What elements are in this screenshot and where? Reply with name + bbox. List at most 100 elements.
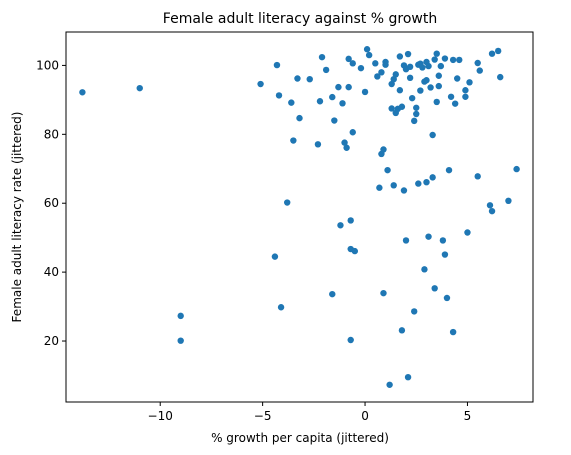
data-point xyxy=(335,83,342,91)
data-point xyxy=(284,199,291,206)
data-point xyxy=(347,336,354,344)
data-point xyxy=(398,103,406,110)
data-point xyxy=(447,93,455,100)
data-point xyxy=(423,77,430,84)
data-point xyxy=(380,289,387,297)
data-point xyxy=(337,222,344,229)
data-point xyxy=(431,285,438,292)
data-point xyxy=(425,62,432,70)
data-point xyxy=(382,61,389,68)
data-point xyxy=(294,75,301,82)
data-point xyxy=(339,100,346,107)
data-point xyxy=(392,71,399,78)
data-point xyxy=(417,87,424,94)
y-tick-label: 20 xyxy=(44,334,59,348)
data-point xyxy=(136,84,143,92)
data-point xyxy=(425,233,432,240)
data-point xyxy=(257,80,264,88)
data-point xyxy=(361,88,369,96)
data-points xyxy=(79,46,520,388)
data-point xyxy=(464,229,471,236)
data-point xyxy=(349,60,356,67)
data-point xyxy=(415,180,422,187)
data-point xyxy=(421,266,428,273)
data-point xyxy=(486,202,494,209)
data-point xyxy=(290,137,297,144)
data-point xyxy=(488,207,496,215)
data-point xyxy=(433,98,440,106)
x-axis-label: % growth per capita (jittered) xyxy=(211,431,389,445)
data-point xyxy=(396,53,404,60)
data-point xyxy=(316,98,324,105)
data-point xyxy=(474,173,481,180)
data-point xyxy=(396,87,404,94)
data-point xyxy=(351,247,358,255)
data-point xyxy=(441,251,449,258)
plot-frame xyxy=(65,31,534,403)
data-point xyxy=(347,217,354,224)
data-point xyxy=(513,165,520,173)
data-point xyxy=(314,141,322,148)
data-point xyxy=(439,237,447,244)
data-point xyxy=(376,184,383,191)
x-tick-label: −10 xyxy=(148,409,173,423)
data-point xyxy=(474,59,481,67)
data-point xyxy=(177,337,184,344)
data-point xyxy=(398,327,406,334)
data-point xyxy=(388,80,395,88)
data-point xyxy=(388,105,395,112)
y-tick-label: 60 xyxy=(44,196,59,210)
data-point xyxy=(433,50,440,57)
data-point xyxy=(456,56,463,64)
data-point xyxy=(413,104,420,111)
data-point xyxy=(345,55,352,63)
data-point xyxy=(411,117,418,125)
chart-title: Female adult literacy against % growth xyxy=(163,11,437,27)
data-point xyxy=(365,51,373,59)
data-point xyxy=(435,82,442,90)
data-point xyxy=(378,69,385,76)
data-point xyxy=(390,76,397,83)
data-point xyxy=(400,187,408,194)
data-point xyxy=(497,73,504,81)
data-point xyxy=(384,166,391,174)
data-point xyxy=(423,179,430,186)
data-point xyxy=(363,46,371,53)
data-point xyxy=(449,56,457,64)
data-point xyxy=(476,67,483,74)
data-point xyxy=(427,84,434,91)
data-point xyxy=(404,50,412,58)
data-point xyxy=(296,114,303,122)
data-point xyxy=(372,60,379,67)
data-point xyxy=(406,74,414,82)
data-point xyxy=(349,129,356,136)
data-point xyxy=(406,63,414,70)
data-point xyxy=(435,72,442,79)
data-point xyxy=(288,99,295,106)
data-point xyxy=(445,166,453,174)
data-point xyxy=(271,253,279,260)
data-point xyxy=(429,174,436,181)
data-point xyxy=(341,139,348,146)
data-point xyxy=(449,328,457,336)
data-point xyxy=(466,79,473,86)
y-axis-label: Female adult literacy rate (jittered) xyxy=(10,112,24,323)
data-point xyxy=(329,290,336,298)
data-point xyxy=(275,92,283,99)
data-point xyxy=(404,374,412,381)
y-axis-ticks: 20 40 60 80 100 xyxy=(36,58,66,348)
x-axis-ticks: −10 −5 0 5 xyxy=(148,402,472,423)
data-point xyxy=(322,66,330,74)
data-point xyxy=(413,110,420,118)
x-tick-label: 5 xyxy=(464,409,472,423)
data-point xyxy=(329,93,336,101)
data-point xyxy=(411,308,418,315)
data-point xyxy=(429,131,436,139)
data-point xyxy=(462,87,469,94)
data-point xyxy=(380,146,387,153)
data-point xyxy=(374,73,381,80)
data-point xyxy=(437,62,445,70)
data-point xyxy=(402,237,410,244)
